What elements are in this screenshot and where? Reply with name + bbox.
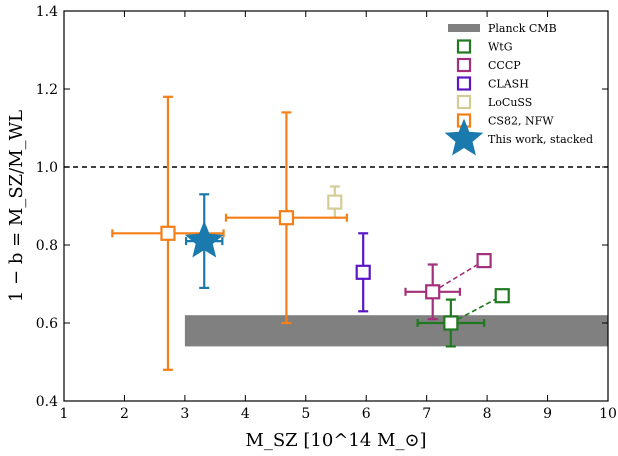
legend: Planck CMB WtG CCCP CLASH LoCuSS CS82, NFW Thi…	[444, 22, 593, 156]
legend-marker-cccp	[456, 57, 472, 73]
legend-label-clash: CLASH	[488, 78, 529, 91]
legend-marker-locuss	[456, 94, 472, 110]
axis-ticks: 1 2 3 4 5 6 7 8 9 10 0.4 0.6 0.8 1.0 1.2 1.4	[36, 4, 617, 422]
y-tick-label: 0.4	[36, 394, 58, 410]
legend-swatch-planck-cmb	[448, 24, 480, 32]
cccp-connector	[432, 259, 485, 293]
legend-label-locuss: LoCuSS	[488, 96, 532, 109]
y-tick-label: 1.0	[36, 160, 58, 176]
y-tick-label: 1.4	[36, 4, 58, 20]
y-tick-label: 1.2	[36, 82, 58, 98]
wtg-point	[443, 315, 459, 331]
legend-marker-this-work-stacked	[444, 118, 484, 156]
x-tick-label: 3	[180, 406, 189, 422]
legend-label-this-work-stacked: This work, stacked	[488, 133, 593, 146]
x-tick-label: 6	[362, 406, 371, 422]
legend-label-cccp: CCCP	[488, 59, 521, 72]
x-tick-label: 7	[422, 406, 431, 422]
x-tick-label: 2	[120, 406, 129, 422]
cccp-point	[425, 284, 441, 300]
x-axis-label: M_SZ [10^14 M_⊙]	[245, 430, 426, 451]
x-tick-label: 4	[241, 406, 250, 422]
x-tick-label: 10	[599, 406, 617, 422]
x-tick-label: 5	[301, 406, 310, 422]
x-tick-label: 8	[483, 406, 492, 422]
cs82-nfw-point	[160, 225, 176, 241]
plot-frame	[63, 10, 609, 402]
planck-cmb-band	[184, 315, 608, 347]
legend-marker-clash	[456, 76, 472, 91]
wtg-connector	[450, 294, 503, 324]
this-work-stacked-point	[184, 220, 224, 258]
y-axis-label: 1 − b = M_SZ/M_WL	[6, 110, 27, 302]
cs82-nfw-point	[278, 210, 295, 226]
y-tick-label: 0.6	[36, 316, 58, 332]
y-tick-label: 0.8	[36, 238, 58, 254]
legend-label-cs82-nfw: CS82, NFW	[488, 115, 554, 128]
cccp-shifted-point	[476, 253, 492, 269]
clash-point	[355, 264, 371, 280]
x-tick-label: 1	[60, 406, 69, 422]
plot-area	[64, 95, 608, 371]
legend-marker-wtg	[456, 39, 472, 54]
legend-label-planck-cmb: Planck CMB	[488, 22, 557, 35]
locuss-point	[327, 194, 343, 210]
wtg-shifted-point	[494, 288, 510, 304]
legend-label-wtg: WtG	[488, 41, 513, 54]
x-tick-label: 9	[543, 406, 552, 422]
